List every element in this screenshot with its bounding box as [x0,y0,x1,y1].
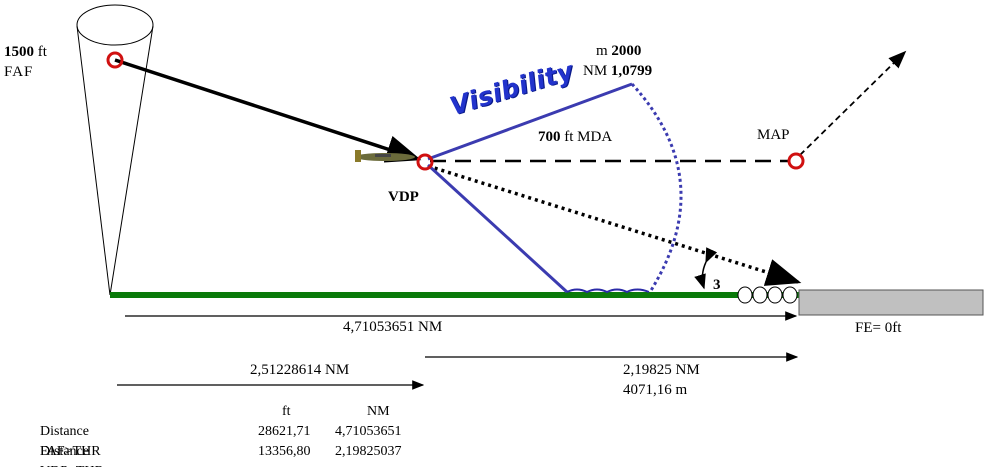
visibility-nm: NM 1,0799 [583,63,653,79]
aircraft-icon [355,150,415,162]
approach-lights [737,286,798,304]
faf-cone [76,4,154,296]
faf-label: FAF [4,64,34,80]
faf-altitude: 1500 ft [4,44,47,60]
header-nm: NM [367,404,390,419]
runway [798,289,984,316]
glide-path [427,164,802,286]
vdp-thr-distance-m: 4071,16 m [623,382,688,398]
vdp-marker [416,153,434,171]
visibility-arc [630,82,683,293]
angle-label: 3 [713,277,721,293]
vdp-thr-distance-nm: 2,19825 NM [623,362,700,378]
visibility-meters: m 2000 [596,43,642,59]
missed-approach-path [799,50,907,156]
vdp-label: VDP [388,189,419,205]
visibility-line-upper [427,82,633,161]
map-marker [787,152,805,170]
approach-path [114,58,422,163]
faf-thr-distance: 4,71053651 NM [343,319,443,335]
visibility-ground-wave [566,288,650,294]
visibility-line-lower [426,163,569,294]
faf-marker [106,51,124,69]
faf-vdp-distance: 2,51228614 NM [250,362,350,378]
map-label: MAP [757,127,790,143]
angle-arrow [694,247,718,290]
runway-elevation: FE= 0ft [855,320,902,336]
mda-label: 700 ft MDA [538,129,613,145]
header-ft: ft [282,404,291,419]
